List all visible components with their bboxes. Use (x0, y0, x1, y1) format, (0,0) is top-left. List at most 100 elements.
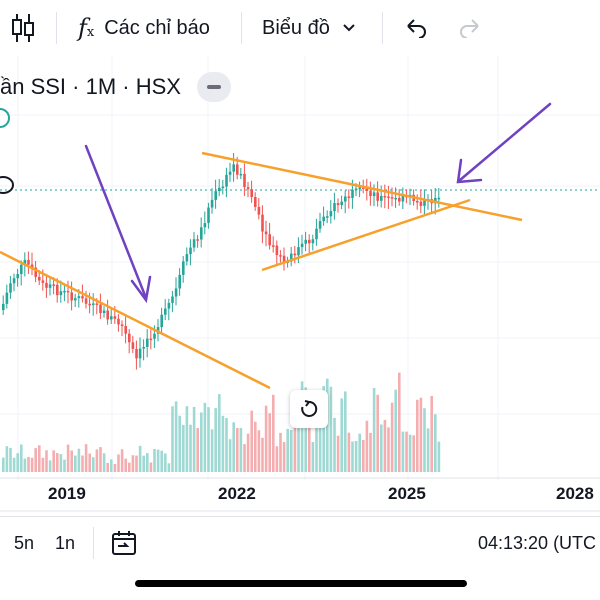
price-chart[interactable] (0, 56, 600, 512)
candle-body (12, 278, 16, 284)
candle-body (63, 290, 66, 293)
volume-bar (239, 427, 243, 472)
candle-body (362, 187, 365, 189)
candle-body (390, 197, 394, 199)
candle-body (225, 174, 228, 187)
candle-body (340, 201, 343, 206)
volume-bar (178, 415, 181, 472)
candle-body (218, 187, 221, 192)
undo-icon (407, 19, 426, 38)
candle-body (221, 186, 225, 189)
undo-button[interactable] (404, 0, 428, 56)
candle-body (196, 239, 199, 241)
volume-bar (383, 419, 387, 472)
volume-bar (12, 457, 16, 472)
volume-bar (120, 449, 124, 472)
clock-time[interactable]: 04:13:20 (UTC (478, 532, 597, 553)
grid (0, 56, 600, 480)
volume-bar (297, 404, 300, 472)
volume-bar (149, 462, 153, 472)
candle-body (318, 221, 322, 229)
candle-body (5, 292, 9, 304)
candle-body (300, 243, 304, 248)
candle-body (275, 245, 279, 256)
range-1y-button[interactable]: 1n (55, 532, 76, 553)
bottom-bar: 5n 1n 04:13:20 (UTC (0, 516, 600, 569)
volume-bar (59, 454, 63, 472)
candle-body (52, 284, 55, 286)
candle-body (322, 216, 325, 222)
volume-bar (77, 448, 81, 472)
volume-bar (56, 453, 59, 472)
candle-body (131, 342, 135, 349)
volume-bar (293, 410, 297, 472)
volume-bar (394, 389, 397, 472)
function-icon: fx (78, 14, 95, 42)
candle-body (142, 346, 145, 349)
candle-body (236, 164, 239, 175)
volume-bar (358, 433, 361, 472)
candle-body (16, 274, 19, 279)
volume-bar (408, 434, 412, 472)
candle-body (135, 348, 138, 359)
volume-bar (423, 408, 426, 472)
volume-bar (243, 444, 246, 472)
candles-button[interactable] (10, 0, 36, 56)
volume-bar (164, 453, 167, 472)
symbol-title[interactable]: ần SSI · 1M · HSX (0, 74, 181, 99)
volume-bar (347, 432, 351, 472)
collapse-legend-button[interactable] (197, 72, 231, 102)
volume-bar (372, 388, 376, 472)
candle-body (164, 308, 167, 315)
volume-bar (63, 459, 66, 472)
candle-body (189, 247, 192, 255)
reset-icon (301, 400, 318, 417)
candle-body (153, 333, 156, 339)
reset-chart-button[interactable] (290, 390, 328, 428)
candle-body (239, 173, 243, 176)
volume-bar (38, 445, 41, 472)
volume-bar (200, 412, 203, 472)
volume-bar (387, 427, 390, 472)
candle-body (200, 227, 203, 240)
volume-bar (5, 446, 9, 472)
candle-body (293, 253, 297, 256)
volume-bar (437, 441, 441, 472)
candle-body (329, 211, 333, 217)
candle-body (182, 261, 185, 275)
candle-body (203, 223, 207, 228)
arrow-left-head (130, 275, 152, 304)
indicators-button[interactable]: fx Các chỉ báo (78, 0, 210, 56)
trendlines[interactable] (0, 151, 523, 390)
goto-date-button[interactable] (110, 517, 138, 569)
volume-bar (110, 459, 113, 472)
volume-bar (272, 394, 275, 472)
candle-body (117, 318, 120, 325)
candle-body (354, 188, 358, 191)
candle-body (110, 316, 113, 320)
candle-body (59, 291, 63, 296)
candle-body (30, 264, 34, 268)
volume-bar (135, 455, 138, 472)
volume-bar (138, 445, 142, 472)
candle-body (250, 189, 253, 198)
indicators-label: Các chỉ báo (104, 16, 210, 39)
redo-button[interactable] (458, 0, 482, 56)
volume-bar (23, 458, 27, 472)
candle-body (401, 195, 405, 202)
volume-bar (401, 431, 405, 472)
candle-body (77, 296, 81, 299)
volume-bar (333, 417, 336, 472)
volume-bar (315, 407, 318, 472)
candle-body (192, 239, 196, 248)
volume-bar (290, 429, 293, 472)
candle-body (290, 253, 293, 262)
candle-body (27, 259, 30, 265)
candle-body (333, 203, 336, 212)
chart-type-button[interactable]: Biểu đồ (262, 0, 356, 56)
candle-body (167, 302, 171, 309)
range-5y-button[interactable]: 5n (14, 532, 35, 553)
volume-bar (156, 449, 160, 472)
candle-body (437, 197, 441, 200)
annotation-arrows[interactable] (84, 102, 552, 304)
